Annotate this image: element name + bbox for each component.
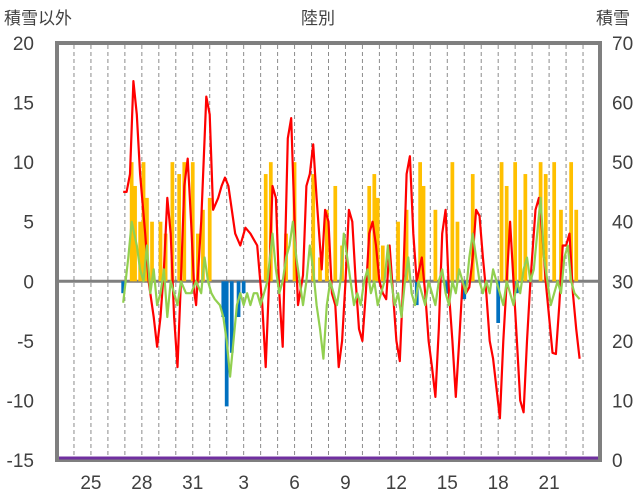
left-tick-label: -15 (7, 451, 34, 472)
x-tick-label: 25 (80, 473, 101, 494)
left-tick-label: 20 (13, 34, 34, 55)
x-tick-label: 28 (131, 473, 152, 494)
bar (396, 221, 400, 282)
x-tick-label: 31 (182, 473, 203, 494)
right-axis-title: 積雪 (596, 9, 630, 29)
x-tick-label: 21 (539, 473, 560, 494)
right-y-axis: 70 60 50 40 30 20 10 0 (612, 34, 633, 472)
right-tick-label: 30 (612, 272, 633, 293)
bar (241, 281, 246, 294)
bar (229, 281, 234, 353)
bar (150, 221, 154, 282)
left-tick-label: -10 (7, 391, 34, 412)
series-line-red (123, 79, 581, 420)
bar (170, 162, 175, 282)
line-series (122, 79, 581, 420)
bar (195, 233, 200, 282)
right-tick-label: 10 (612, 391, 633, 412)
bar (552, 162, 557, 282)
x-tick-label: 6 (289, 473, 300, 494)
bar (163, 233, 168, 282)
bar (504, 185, 509, 282)
right-tick-label: 40 (612, 213, 633, 234)
bar (445, 281, 450, 294)
bar (523, 174, 528, 282)
bar (318, 257, 322, 282)
left-tick-label: 0 (23, 272, 34, 293)
right-tick-label: 50 (612, 153, 633, 174)
left-axis-title: 積雪以外 (4, 9, 72, 29)
right-tick-label: 70 (612, 34, 633, 55)
bar (574, 209, 579, 282)
bar (496, 281, 501, 323)
bar (324, 209, 329, 282)
bar (263, 174, 268, 282)
bar (569, 162, 574, 282)
bar (221, 281, 226, 318)
left-tick-label: 10 (13, 153, 34, 174)
bar (333, 185, 338, 282)
bar (190, 162, 195, 282)
bar (513, 162, 518, 282)
bar (201, 209, 205, 282)
bar (375, 197, 380, 282)
bar (138, 221, 143, 282)
left-tick-label: 15 (13, 94, 34, 115)
bar (433, 209, 438, 282)
bar (177, 174, 182, 282)
x-tick-label: 3 (238, 473, 249, 494)
x-tick-label: 18 (488, 473, 509, 494)
right-tick-label: 0 (612, 451, 623, 472)
bar (470, 174, 475, 282)
bar (404, 209, 409, 282)
series-line-green (122, 196, 581, 378)
bar (518, 209, 523, 282)
right-tick-label: 60 (612, 94, 633, 115)
x-tick-label: 15 (437, 473, 458, 494)
bar (207, 197, 212, 282)
x-tick-label: 9 (340, 473, 351, 494)
chart-title: 陸別 (301, 9, 335, 29)
right-tick-label: 20 (612, 332, 633, 353)
bar (311, 174, 316, 282)
bar (380, 245, 385, 282)
bar (450, 162, 455, 282)
left-tick-label: 5 (23, 213, 34, 234)
x-tick-label: 12 (386, 473, 407, 494)
left-y-axis: 20 15 10 5 0 -5 -10 -15 (7, 34, 34, 472)
bar (421, 185, 426, 282)
bar (543, 174, 548, 282)
bar (455, 221, 460, 282)
bar (145, 197, 149, 282)
bar (559, 209, 563, 282)
bar (182, 162, 187, 282)
bar (499, 162, 504, 282)
bar (158, 221, 163, 282)
left-tick-label: -5 (17, 332, 34, 353)
bar (418, 162, 422, 282)
bar (121, 281, 126, 294)
x-axis: 25 28 31 3 6 9 12 15 18 21 (80, 473, 559, 494)
plot-area-frame (55, 41, 602, 462)
